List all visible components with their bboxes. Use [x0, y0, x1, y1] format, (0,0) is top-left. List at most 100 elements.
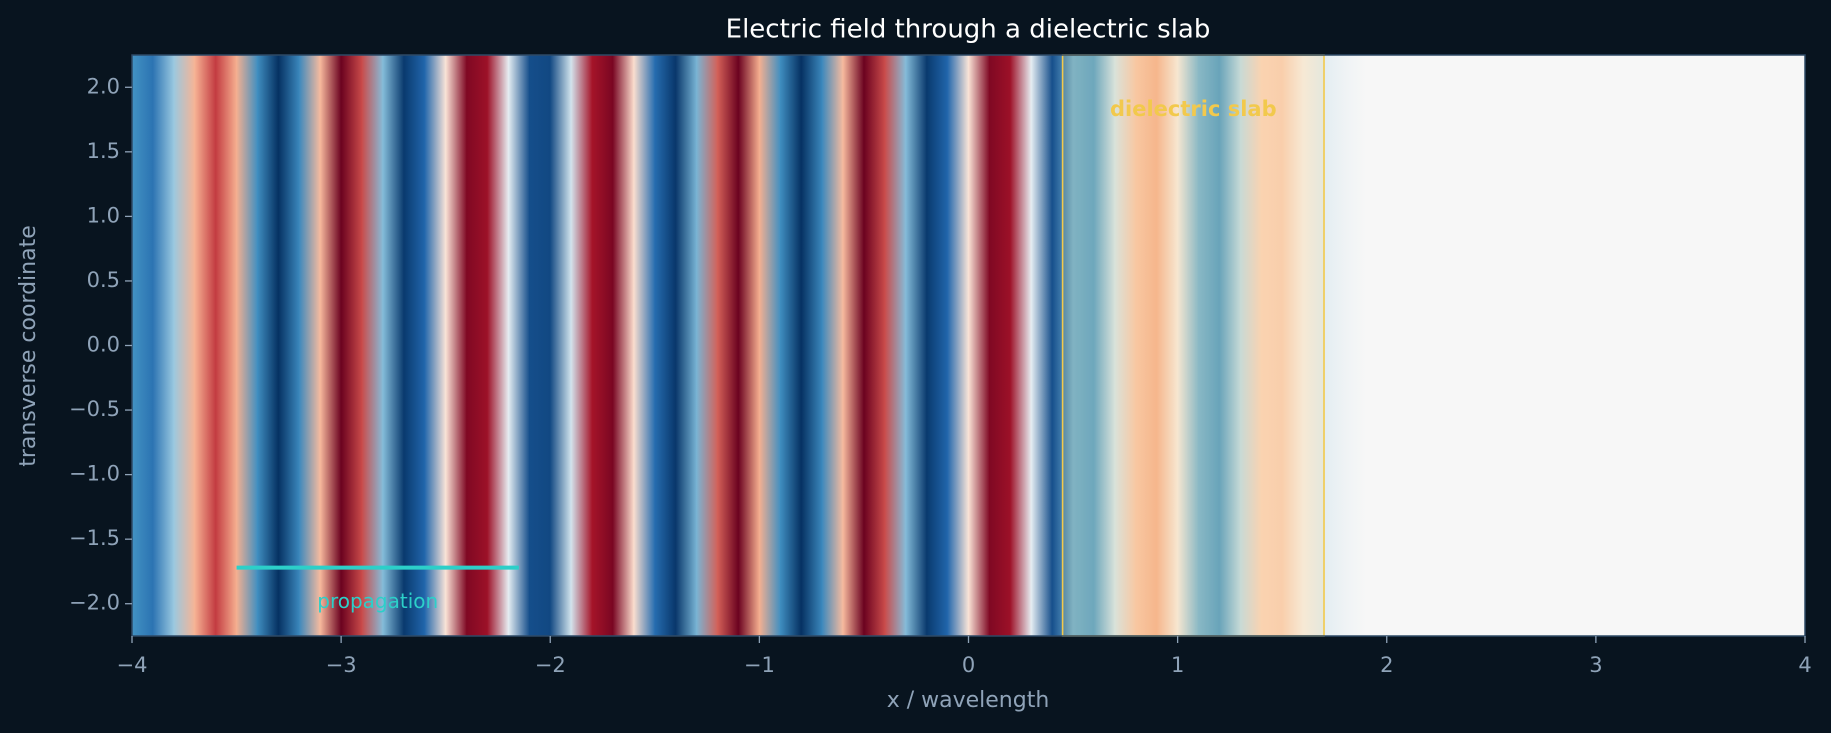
field-cell	[1281, 55, 1304, 636]
field-cell	[1491, 55, 1513, 636]
field-cell	[1637, 55, 1659, 636]
field-cell	[842, 55, 865, 636]
field-cell	[821, 55, 844, 636]
y-tick-label: 1.0	[87, 203, 120, 227]
field-cell	[675, 55, 697, 636]
field-cell	[319, 55, 342, 636]
field-cell	[1302, 55, 1325, 636]
field-cell	[1323, 55, 1346, 636]
field-cell	[1449, 55, 1471, 636]
field-cell	[1721, 55, 1743, 636]
field-cell	[968, 55, 990, 636]
field-cell	[759, 55, 781, 636]
field	[131, 55, 1806, 636]
field-cell	[1679, 55, 1701, 636]
propagation-label: propagation	[317, 589, 438, 613]
field-cell	[654, 55, 677, 636]
field-cell	[1741, 55, 1764, 636]
slab-region	[1061, 54, 1325, 637]
y-tick-label: −0.5	[69, 397, 120, 421]
field-cell	[278, 55, 300, 636]
field-cell	[340, 55, 363, 636]
field-cell	[382, 55, 405, 636]
field-cell	[194, 55, 216, 636]
field-cell	[633, 55, 656, 636]
x-tick-label: −3	[326, 653, 357, 677]
field-cell	[215, 55, 237, 636]
field-cell	[236, 55, 258, 636]
field-cell	[361, 55, 384, 636]
field-cell	[884, 55, 907, 636]
field-cell	[1762, 55, 1785, 636]
field-cell	[1365, 55, 1388, 636]
field-cell	[466, 55, 488, 636]
field-cell	[1030, 55, 1053, 636]
field-cell	[1114, 55, 1137, 636]
x-tick-label: 4	[1798, 653, 1811, 677]
field-cell	[800, 55, 823, 636]
field-cell	[487, 55, 509, 636]
field-cell	[1511, 55, 1534, 636]
field-cell	[989, 55, 1011, 636]
annotations: dielectric slab propagation	[236, 54, 1325, 637]
x-tick-label: 0	[962, 653, 975, 677]
field-cell	[1093, 55, 1116, 636]
field-cell	[257, 55, 279, 636]
field-cell	[779, 55, 802, 636]
field-cell	[1658, 55, 1680, 636]
x-tick-label: −4	[117, 653, 148, 677]
y-axis-label: transverse coordinate	[16, 225, 41, 466]
field-cell	[1135, 55, 1158, 636]
field-cell	[591, 55, 614, 636]
x-tick-label: −2	[535, 653, 566, 677]
field-cell	[612, 55, 635, 636]
field-cell	[529, 55, 551, 636]
y-tick-label: −1.0	[69, 462, 120, 486]
field-cell	[445, 55, 467, 636]
y-tick-label: 0.0	[87, 333, 120, 357]
field-cell	[738, 55, 760, 636]
field-cell	[1072, 55, 1095, 636]
field-cell	[173, 55, 196, 636]
field-cell	[570, 55, 593, 636]
x-tick-label: −1	[744, 653, 775, 677]
x-axis-label: x / wavelength	[887, 688, 1050, 713]
field-cell	[1219, 55, 1241, 636]
field-cell	[1574, 55, 1597, 636]
field-cell	[1198, 55, 1220, 636]
field-cell	[1240, 55, 1262, 636]
field-cell	[1553, 55, 1576, 636]
field-cell	[1407, 55, 1429, 636]
chart-title: Electric field through a dielectric slab	[726, 15, 1211, 45]
x-tick-label: 1	[1171, 653, 1184, 677]
field-cell	[1260, 55, 1283, 636]
y-tick-label: −2.0	[69, 591, 120, 615]
field-cell	[1595, 55, 1618, 636]
field-cell	[1156, 55, 1178, 636]
x-tick-label: 3	[1589, 653, 1602, 677]
field-cell	[299, 55, 321, 636]
field-cell	[1470, 55, 1492, 636]
field-cell	[1344, 55, 1367, 636]
field-cell	[549, 55, 572, 636]
field-cell	[131, 55, 154, 636]
field-cell	[863, 55, 886, 636]
field-cell	[1700, 55, 1722, 636]
field-cell	[1783, 55, 1806, 636]
field-cell	[1177, 55, 1199, 636]
field-cell	[403, 55, 426, 636]
x-tick-label: 2	[1380, 653, 1393, 677]
field-cell	[1010, 55, 1032, 636]
field-cell	[926, 55, 948, 636]
y-tick-label: 0.5	[87, 268, 120, 292]
y-tick-label: 2.0	[87, 74, 120, 98]
field-cell	[508, 55, 530, 636]
field-cell	[696, 55, 718, 636]
field-cell	[717, 55, 739, 636]
field-cell	[1386, 55, 1408, 636]
field-cell	[947, 55, 969, 636]
field-cell	[1616, 55, 1638, 636]
field-cell	[424, 55, 446, 636]
